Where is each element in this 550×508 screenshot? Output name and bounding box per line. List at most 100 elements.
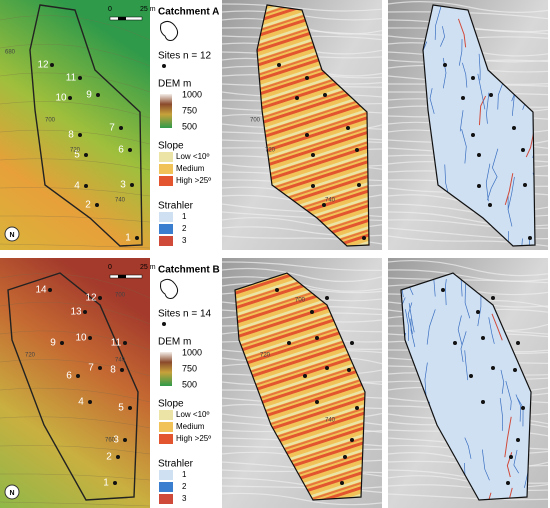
site-dot xyxy=(120,368,124,372)
north-label: N xyxy=(9,490,14,497)
site-label: 8 xyxy=(110,365,116,376)
legend-swatch xyxy=(159,482,173,492)
legend-site-dot xyxy=(162,322,166,326)
stream xyxy=(408,303,415,333)
site-dot xyxy=(523,183,527,187)
catchment-outline xyxy=(256,4,370,247)
stream xyxy=(464,284,471,319)
catchment-outline xyxy=(7,272,139,501)
site-dot xyxy=(347,368,351,372)
site-label: 10 xyxy=(75,333,87,344)
legend-slope-class: High >25º xyxy=(176,176,211,185)
legend-dem-title: DEM m xyxy=(158,337,191,348)
legend-strahler-order: 2 xyxy=(182,224,187,233)
terrain-line xyxy=(387,277,549,284)
contour-line xyxy=(0,243,151,249)
site-dot xyxy=(469,374,473,378)
site-dot xyxy=(488,203,492,207)
stream xyxy=(504,416,512,458)
stream xyxy=(444,279,447,306)
legend-strahler-order: 3 xyxy=(182,494,187,503)
site-dot xyxy=(78,133,82,137)
site-dot xyxy=(315,336,319,340)
stream xyxy=(520,238,523,246)
site-label: 11 xyxy=(66,73,77,84)
stream xyxy=(442,57,447,89)
contour-line xyxy=(0,15,151,41)
site-dot xyxy=(476,310,480,314)
legend-slope-class: Low <10º xyxy=(176,152,209,161)
site-dot xyxy=(50,63,54,67)
site-dot xyxy=(357,183,361,187)
stream xyxy=(459,110,464,132)
north-arrow xyxy=(4,484,20,500)
scale-label: 0 xyxy=(108,264,112,271)
site-dot xyxy=(310,310,314,314)
site-dot xyxy=(355,406,359,410)
legend-dem-tick: 1000 xyxy=(182,89,202,99)
catchment-outline xyxy=(29,4,143,247)
contour-label: 720 xyxy=(70,148,81,154)
site-dot xyxy=(350,438,354,442)
site-dot xyxy=(315,400,319,404)
contour-line xyxy=(0,273,151,299)
catchment-outline xyxy=(422,4,536,247)
site-dot xyxy=(453,341,457,345)
legend-strahler-title: Strahler xyxy=(158,459,194,470)
contour-line xyxy=(0,416,151,429)
stream xyxy=(487,176,498,201)
stream xyxy=(515,394,521,422)
site-dot xyxy=(443,63,447,67)
contour-line xyxy=(0,43,151,67)
stream xyxy=(457,315,463,345)
legend-slope-title: Slope xyxy=(158,399,184,410)
legend-strahler-title: Strahler xyxy=(158,201,194,212)
stream xyxy=(505,487,513,500)
site-label: 6 xyxy=(66,371,72,382)
stream xyxy=(485,163,491,202)
legend-swatch xyxy=(159,176,173,186)
site-dot xyxy=(305,133,309,137)
site-label: 4 xyxy=(74,181,80,192)
site-label: 7 xyxy=(109,123,115,134)
contour-label: 700 xyxy=(115,293,126,299)
site-dot xyxy=(275,288,279,292)
stream xyxy=(434,6,442,40)
dem-map xyxy=(0,0,150,250)
site-dot xyxy=(135,236,139,240)
site-label: 5 xyxy=(118,403,124,414)
stream xyxy=(488,317,495,344)
stream xyxy=(457,18,467,48)
site-dot xyxy=(477,153,481,157)
stream xyxy=(481,449,490,481)
contour-line xyxy=(0,501,151,507)
legend-dem-ramp xyxy=(160,94,172,128)
site-label: 2 xyxy=(85,200,91,211)
site-dot xyxy=(322,203,326,207)
site-dot xyxy=(441,288,445,292)
stream xyxy=(477,295,482,327)
site-dot xyxy=(130,183,134,187)
stream xyxy=(499,397,503,431)
site-dot xyxy=(513,368,517,372)
stream xyxy=(507,231,509,246)
legend-strahler-order: 1 xyxy=(182,212,187,221)
scale-label: 25 m xyxy=(140,6,156,13)
site-label: 4 xyxy=(78,397,84,408)
site-dot xyxy=(477,184,481,188)
site-dot xyxy=(98,366,102,370)
legend-dem-tick: 500 xyxy=(182,121,197,131)
site-dot xyxy=(113,481,117,485)
site-label: 3 xyxy=(120,180,126,191)
contour-label: 720 xyxy=(25,353,36,359)
stream xyxy=(492,148,499,178)
legend-slope-title: Slope xyxy=(158,141,184,152)
contour-label: 740 xyxy=(115,198,126,204)
legend-site-dot xyxy=(162,64,166,68)
contour-label: 760 xyxy=(105,438,116,444)
site-dot xyxy=(76,374,80,378)
site-dot xyxy=(123,438,127,442)
site-dot xyxy=(323,93,327,97)
contour-line xyxy=(0,387,151,403)
